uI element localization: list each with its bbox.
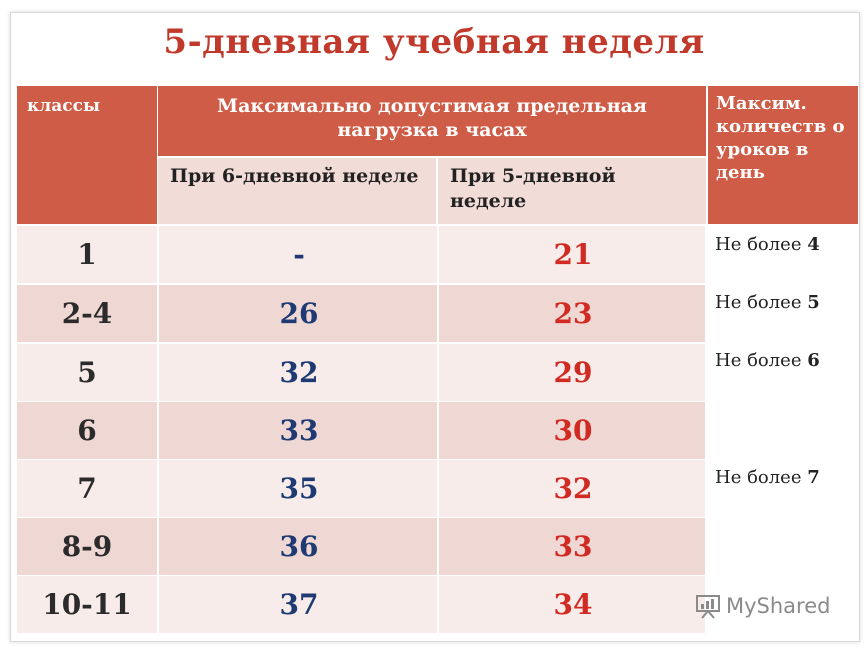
five-day-hours: 33 <box>437 518 707 575</box>
max-lessons-note: Не более 6 <box>707 350 866 371</box>
five-day-hours: 32 <box>437 460 707 517</box>
header-classes: классы <box>17 86 157 224</box>
header-six-day-label: При 6-дневной неделе <box>170 165 419 187</box>
max-lessons-note: Не более 5 <box>707 292 866 313</box>
table-row: 2-4 26 23 <box>17 285 705 342</box>
six-day-hours: 26 <box>157 285 439 342</box>
note-value: 7 <box>807 467 820 488</box>
header-classes-label: классы <box>27 96 101 116</box>
six-day-hours: 33 <box>157 402 439 459</box>
myshared-watermark: MyShared <box>694 592 830 620</box>
five-day-hours: 29 <box>437 344 707 401</box>
six-day-hours: 32 <box>157 344 439 401</box>
table-row: 10-11 37 34 <box>17 576 705 633</box>
header-max-load: Максимально допустимая предельная нагруз… <box>158 86 706 156</box>
note-prefix: Не более <box>715 350 802 371</box>
note-value: 5 <box>807 292 820 313</box>
grade-cell: 6 <box>77 414 97 447</box>
presentation-icon <box>696 595 720 619</box>
header-max-lessons: Максим. количеств о уроков в день <box>708 86 858 224</box>
table-row: 7 35 32 <box>17 460 705 517</box>
six-day-hours: 36 <box>157 518 439 575</box>
table-row: 6 33 30 <box>17 402 705 459</box>
grade-cell: 7 <box>77 472 97 505</box>
five-day-hours: 23 <box>437 285 707 342</box>
header-max-load-label: Максимально допустимая предельная нагруз… <box>217 95 647 141</box>
table-row: 5 32 29 <box>17 344 705 401</box>
table-row: 8-9 36 33 <box>17 518 705 575</box>
max-lessons-note: Не более 4 <box>707 234 866 255</box>
note-prefix: Не более <box>715 292 802 313</box>
grade-cell: 5 <box>77 356 97 389</box>
header-five-day: При 5-дневной неделе <box>438 158 706 224</box>
header-five-day-label: При 5-дневной неделе <box>450 165 616 212</box>
five-day-hours: 34 <box>437 576 707 633</box>
six-day-hours: 35 <box>157 460 439 517</box>
grade-cell: 1 <box>77 238 97 271</box>
five-day-hours: 30 <box>437 402 707 459</box>
grade-cell: 8-9 <box>61 530 113 563</box>
note-value: 4 <box>807 234 820 255</box>
note-value: 6 <box>807 350 820 371</box>
note-prefix: Не более <box>715 234 802 255</box>
max-lessons-note: Не более 7 <box>707 467 866 488</box>
watermark-text: MyShared <box>726 594 831 618</box>
six-day-hours: - <box>157 226 439 283</box>
header-max-lessons-label: Максим. количеств о уроков в день <box>716 93 845 183</box>
table-row: 1 - 21 <box>17 226 705 283</box>
header-six-day: При 6-дневной неделе <box>158 158 436 224</box>
grade-cell: 2-4 <box>61 297 113 330</box>
six-day-hours: 37 <box>157 576 439 633</box>
five-day-hours: 21 <box>437 226 707 283</box>
slide-title: 5-дневная учебная неделя <box>163 22 705 62</box>
note-prefix: Не более <box>715 467 802 488</box>
grade-cell: 10-11 <box>42 588 132 621</box>
